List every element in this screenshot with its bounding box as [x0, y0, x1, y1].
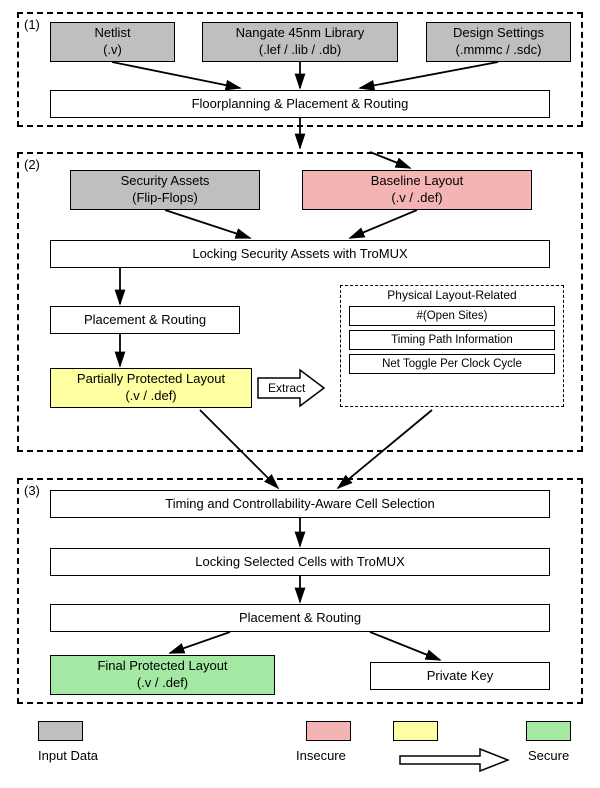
text: (.mmmc / .sdc)	[456, 42, 542, 59]
text: (.v)	[103, 42, 122, 59]
text: Locking Security Assets with TroMUX	[192, 246, 407, 263]
open-sites-item: #(Open Sites)	[349, 306, 555, 326]
legend-label-input: Input Data	[38, 748, 98, 763]
text: Private Key	[427, 668, 493, 685]
box-baseline-layout: Baseline Layout (.v / .def)	[302, 170, 532, 210]
box-final-layout: Final Protected Layout (.v / .def)	[50, 655, 275, 695]
legend-arrow	[400, 749, 508, 771]
text: Placement & Routing	[84, 312, 206, 329]
box-placement-routing-2: Placement & Routing	[50, 604, 550, 632]
legend-label-insecure: Insecure	[296, 748, 346, 763]
text: Floorplanning & Placement & Routing	[192, 96, 409, 113]
box-floorplanning: Floorplanning & Placement & Routing	[50, 90, 550, 118]
box-cell-selection: Timing and Controllability-Aware Cell Se…	[50, 490, 550, 518]
net-toggle-item: Net Toggle Per Clock Cycle	[349, 354, 555, 374]
box-settings: Design Settings (.mmmc / .sdc)	[426, 22, 571, 62]
box-security-assets: Security Assets (Flip-Flops)	[70, 170, 260, 210]
text: (.v / .def)	[391, 190, 442, 207]
physical-layout-panel: Physical Layout-Related #(Open Sites) Ti…	[340, 285, 564, 407]
text: Design Settings	[453, 25, 544, 42]
text: Netlist	[94, 25, 130, 42]
legend-label-secure: Secure	[528, 748, 569, 763]
text: Final Protected Layout	[97, 658, 227, 675]
panel-1-label: (1)	[24, 17, 40, 32]
box-library: Nangate 45nm Library (.lef / .lib / .db)	[202, 22, 398, 62]
box-netlist: Netlist (.v)	[50, 22, 175, 62]
panel-2-label: (2)	[24, 157, 40, 172]
physical-layout-title: Physical Layout-Related	[341, 286, 563, 302]
text: Security Assets	[121, 173, 210, 190]
box-locking-assets: Locking Security Assets with TroMUX	[50, 240, 550, 268]
legend-swatch-input	[38, 721, 83, 741]
text: Timing and Controllability-Aware Cell Se…	[165, 496, 435, 513]
text: (Flip-Flops)	[132, 190, 198, 207]
panel-3-label: (3)	[24, 483, 40, 498]
text: (.v / .def)	[137, 675, 188, 692]
timing-path-item: Timing Path Information	[349, 330, 555, 350]
text: Placement & Routing	[239, 610, 361, 627]
text: Partially Protected Layout	[77, 371, 225, 388]
legend-swatch-secure	[526, 721, 571, 741]
box-private-key: Private Key	[370, 662, 550, 690]
box-placement-routing-1: Placement & Routing	[50, 306, 240, 334]
legend-swatch-partial	[393, 721, 438, 741]
text: Baseline Layout	[371, 173, 464, 190]
text: (.lef / .lib / .db)	[259, 42, 341, 59]
text: (.v / .def)	[125, 388, 176, 405]
box-locking-cells: Locking Selected Cells with TroMUX	[50, 548, 550, 576]
text: Nangate 45nm Library	[236, 25, 365, 42]
legend-swatch-insecure	[306, 721, 351, 741]
box-partial-layout: Partially Protected Layout (.v / .def)	[50, 368, 252, 408]
extract-label: Extract	[268, 381, 305, 395]
text: Locking Selected Cells with TroMUX	[195, 554, 405, 571]
